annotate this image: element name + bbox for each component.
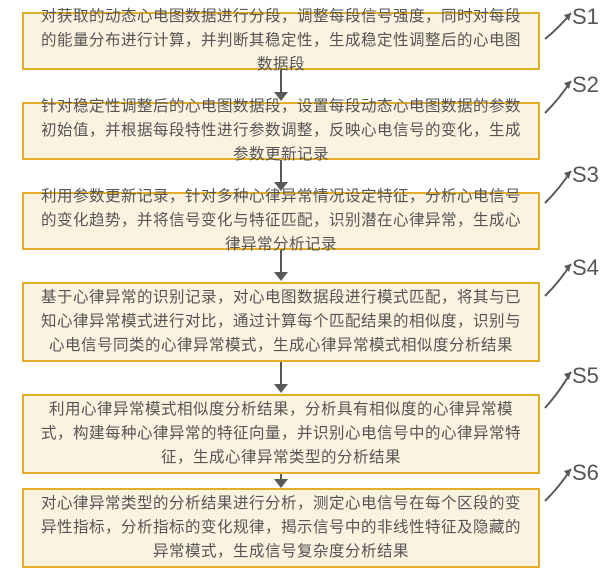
arrow-s3-s4	[274, 250, 288, 281]
step-label-s2: S2	[572, 72, 599, 98]
curve-s1	[544, 12, 572, 40]
arrow-shaft	[280, 160, 282, 182]
arrow-s4-s5	[274, 362, 288, 393]
arrow-head-icon	[274, 92, 288, 101]
curve-s6	[544, 468, 572, 502]
step-text-s6: 对心律异常类型的分析结果进行分析，测定心电信号在每个区段的变异性指标，分析指标的…	[34, 492, 528, 564]
arrow-s5-s6	[274, 474, 288, 488]
step-text-s3: 利用参数更新记录，针对多种心律异常情况设定特征，分析心电信号的变化趋势，并将信号…	[34, 185, 528, 257]
arrow-shaft	[280, 250, 282, 272]
step-text-s5: 利用心律异常模式相似度分析结果，分析具有相似度的心律异常模式，构建每种心律异常的…	[34, 398, 528, 470]
curve-s4	[544, 263, 572, 297]
arrow-s1-s2	[274, 70, 288, 101]
step-box-s2: 针对稳定性调整后的心电图数据段，设置每段动态心电图数据的参数初始值，并根据每段特…	[22, 102, 540, 160]
step-label-s1: S1	[572, 4, 599, 30]
arrow-head-icon	[274, 272, 288, 281]
step-box-s4: 基于心律异常的识别记录，对心电图数据段进行模式匹配，将其与已知心律异常模式进行对…	[22, 282, 540, 362]
arrow-s2-s3	[274, 160, 288, 191]
curve-s3	[544, 170, 572, 204]
step-box-s6: 对心律异常类型的分析结果进行分析，测定心电信号在每个区段的变异性指标，分析指标的…	[22, 488, 540, 568]
arrow-head-icon	[274, 182, 288, 191]
step-label-s5: S5	[572, 363, 599, 389]
step-text-s4: 基于心律异常的识别记录，对心电图数据段进行模式匹配，将其与已知心律异常模式进行对…	[34, 286, 528, 358]
arrow-shaft	[280, 70, 282, 92]
step-box-s1: 对获取的动态心电图数据进行分段，调整每段信号强度，同时对每段的能量分布进行计算，…	[22, 12, 540, 70]
step-label-s3: S3	[572, 162, 599, 188]
step-label-s4: S4	[572, 255, 599, 281]
step-text-s2: 针对稳定性调整后的心电图数据段，设置每段动态心电图数据的参数初始值，并根据每段特…	[34, 95, 528, 167]
step-box-s5: 利用心律异常模式相似度分析结果，分析具有相似度的心律异常模式，构建每种心律异常的…	[22, 394, 540, 474]
arrow-head-icon	[274, 384, 288, 393]
arrow-shaft	[280, 362, 282, 384]
curve-s2	[544, 80, 572, 114]
step-text-s1: 对获取的动态心电图数据进行分段，调整每段信号强度，同时对每段的能量分布进行计算，…	[34, 5, 528, 77]
arrow-head-icon	[274, 479, 288, 488]
step-label-s6: S6	[572, 460, 599, 486]
curve-s5	[544, 371, 572, 409]
flowchart-canvas: 对获取的动态心电图数据进行分段，调整每段信号强度，同时对每段的能量分布进行计算，…	[0, 0, 614, 575]
step-box-s3: 利用参数更新记录，针对多种心律异常情况设定特征，分析心电信号的变化趋势，并将信号…	[22, 192, 540, 250]
